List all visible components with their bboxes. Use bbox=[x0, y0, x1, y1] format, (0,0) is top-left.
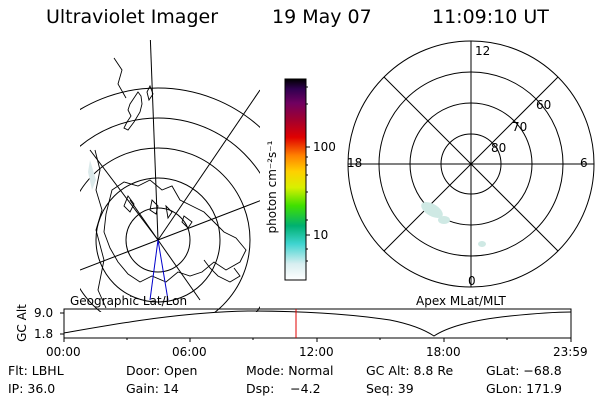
status-gain: Gain: 14 bbox=[126, 381, 179, 396]
time-tick-0000: 00:00 bbox=[46, 345, 81, 359]
mlt-label-6: 6 bbox=[580, 156, 588, 170]
status-sequence: Seq: 39 bbox=[366, 381, 414, 396]
mlat-label-70: 70 bbox=[512, 120, 528, 134]
status-gc-altitude: GC Alt: 8.8 Re bbox=[366, 363, 454, 378]
magnetic-meridian bbox=[149, 239, 169, 301]
colorbar-unit-label: photon cm⁻²s⁻¹ bbox=[265, 140, 279, 234]
instrument-title: Ultraviolet Imager bbox=[46, 6, 219, 28]
mlt-label-0: 0 bbox=[468, 274, 476, 288]
status-ip: IP: 36.0 bbox=[8, 381, 56, 396]
altitude-tick-1-8: 1.8 bbox=[34, 327, 54, 341]
status-filter: Flt: LBHL bbox=[8, 363, 64, 378]
mlat-label-60: 60 bbox=[536, 98, 552, 112]
status-mode: Mode: Normal bbox=[246, 363, 334, 378]
polar-mlt-plot bbox=[347, 40, 595, 288]
mlat-label-80: 80 bbox=[491, 141, 507, 155]
colorbar bbox=[284, 78, 310, 281]
geographic-projection-label: Geographic Lat/Lon bbox=[70, 294, 188, 308]
colorbar-tick-10: 10 bbox=[313, 228, 329, 242]
geographic-map bbox=[80, 40, 260, 312]
status-door: Door: Open bbox=[126, 363, 198, 378]
image-date: 19 May 07 bbox=[272, 6, 372, 28]
timeline-ticks bbox=[60, 312, 572, 342]
altitude-tick-9: 9.0 bbox=[34, 306, 54, 320]
time-tick-0600: 06:00 bbox=[172, 345, 207, 359]
status-dsp: Dsp: −4.2 bbox=[246, 381, 321, 396]
colorbar-tick-100: 100 bbox=[313, 140, 336, 154]
latitude-circles bbox=[80, 87, 260, 312]
time-tick-2359: 23:59 bbox=[553, 345, 588, 359]
aurora-emission bbox=[421, 202, 486, 247]
time-tick-1800: 18:00 bbox=[426, 345, 461, 359]
mlt-label-12: 12 bbox=[475, 44, 491, 58]
mlt-label-18: 18 bbox=[347, 156, 363, 170]
status-glon: GLon: 171.9 bbox=[486, 381, 562, 396]
image-time: 11:09:10 UT bbox=[432, 6, 549, 28]
apex-projection-label: Apex MLat/MLT bbox=[416, 294, 506, 308]
status-glat: GLat: −68.8 bbox=[486, 363, 562, 378]
altitude-axis-label: GC Alt bbox=[15, 304, 29, 342]
timeline-frame bbox=[63, 308, 572, 339]
time-tick-1200: 12:00 bbox=[299, 345, 334, 359]
continent-outlines bbox=[94, 57, 247, 309]
altitude-curve bbox=[63, 310, 572, 337]
longitude-lines bbox=[80, 40, 260, 301]
altitude-timeline bbox=[60, 308, 572, 342]
